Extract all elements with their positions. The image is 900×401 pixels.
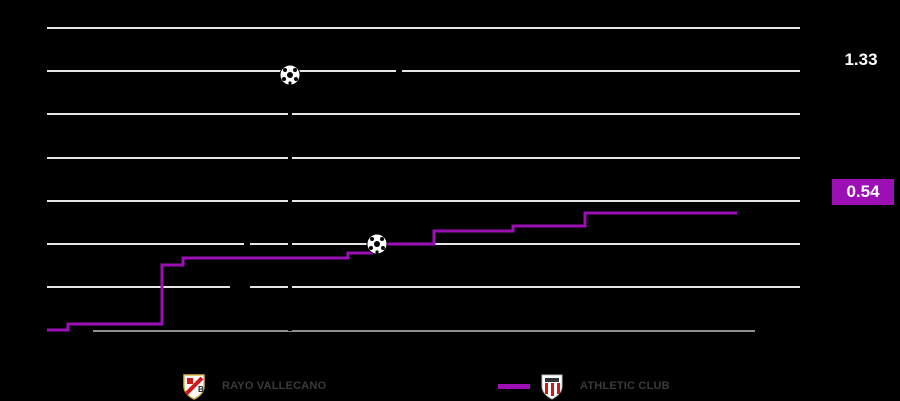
series-athletic-club [47,211,737,332]
legend-label-home: RAYO VALLECANO [222,380,327,392]
goal-ball-icon [279,64,301,86]
away-xg-total-label: 0.54 [832,179,894,205]
legend-item-home: B RAYO VALLECANO [180,372,326,400]
legend-label-away: ATHLETIC CLUB [580,380,670,392]
home-xg-total-label: 1.33 [844,50,878,69]
legend-swatch-away [498,383,530,389]
athletic-club-crest-icon [541,374,563,400]
legend-item-away: ATHLETIC CLUB [498,372,670,400]
goal-ball-icon [366,233,388,255]
svg-text:B: B [198,385,204,394]
rayo-vallecano-crest-icon: B [183,374,205,400]
grid-lines [47,27,800,288]
